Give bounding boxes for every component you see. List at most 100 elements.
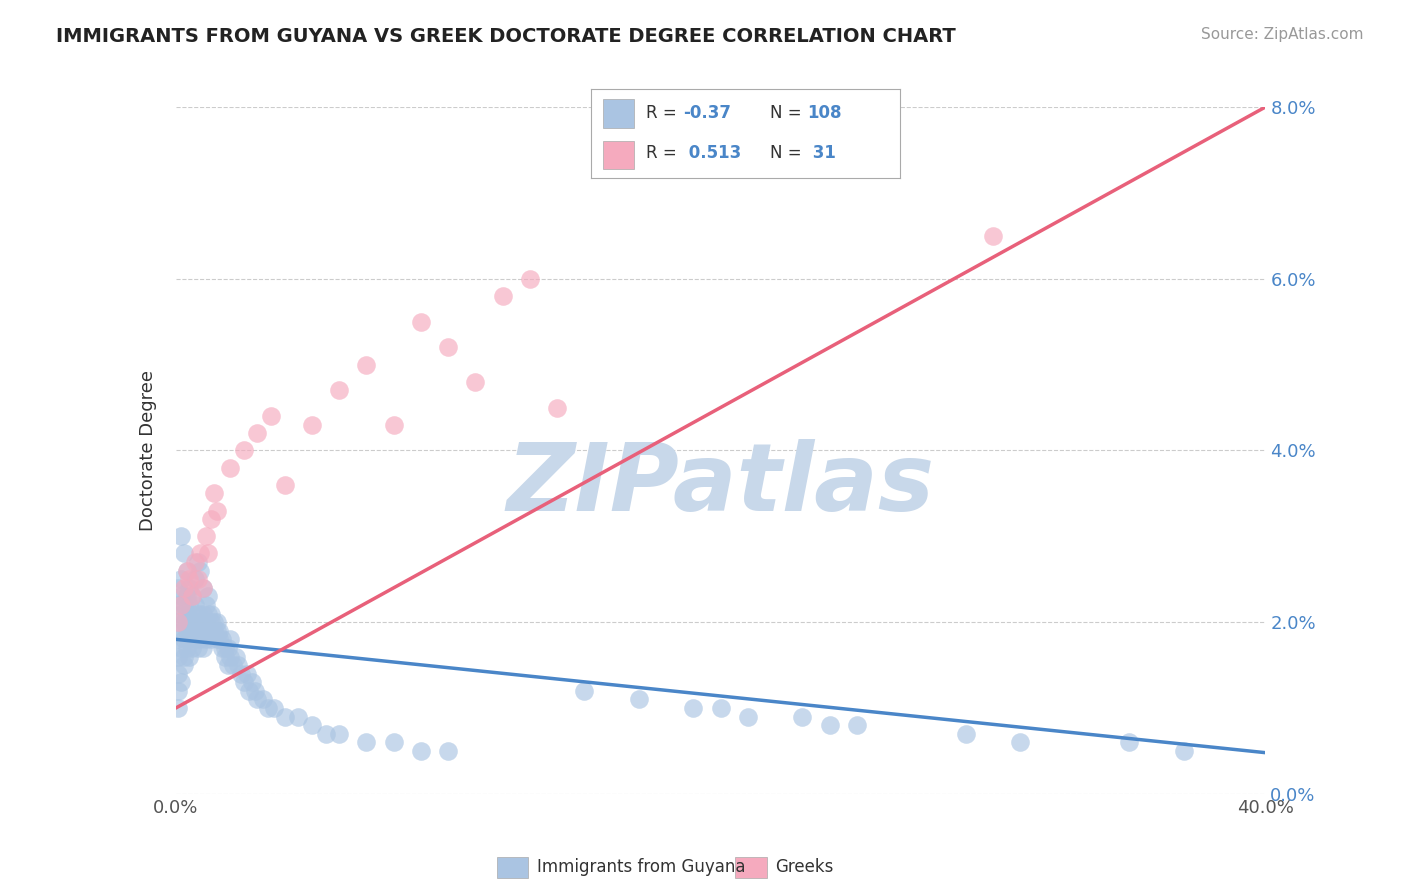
Point xyxy=(188,632,211,647)
Point xyxy=(191,581,214,595)
Point xyxy=(246,692,269,706)
Point xyxy=(167,683,190,698)
Point xyxy=(186,640,209,655)
Point xyxy=(181,624,204,638)
Point xyxy=(315,727,337,741)
Y-axis label: Doctorate Degree: Doctorate Degree xyxy=(139,370,157,531)
Point xyxy=(186,607,209,621)
Point xyxy=(409,744,432,758)
Point xyxy=(219,632,242,647)
Text: N =: N = xyxy=(770,104,807,122)
Point xyxy=(205,632,228,647)
Point xyxy=(200,512,222,526)
Point xyxy=(205,503,228,517)
Point xyxy=(356,735,378,749)
Point xyxy=(627,692,650,706)
Point xyxy=(1010,735,1032,749)
Point xyxy=(188,564,211,578)
Point xyxy=(173,598,195,612)
Point xyxy=(170,675,193,690)
Point xyxy=(356,358,378,372)
Point xyxy=(170,607,193,621)
Point xyxy=(197,607,219,621)
Point xyxy=(176,564,198,578)
Text: 0.513: 0.513 xyxy=(683,145,741,162)
Point xyxy=(1173,744,1195,758)
Point xyxy=(197,624,219,638)
Point xyxy=(176,640,198,655)
Point xyxy=(179,598,201,612)
Point xyxy=(173,658,195,673)
Point xyxy=(181,590,204,604)
Point xyxy=(202,624,225,638)
Point xyxy=(263,701,285,715)
Point xyxy=(205,624,228,638)
Point xyxy=(194,615,217,630)
Point xyxy=(170,598,193,612)
Point xyxy=(257,701,280,715)
Point xyxy=(200,632,222,647)
Text: Source: ZipAtlas.com: Source: ZipAtlas.com xyxy=(1201,27,1364,42)
Point xyxy=(274,709,297,723)
Point xyxy=(167,632,190,647)
Point xyxy=(167,598,190,612)
Point xyxy=(181,607,204,621)
Point xyxy=(176,564,198,578)
Point xyxy=(200,607,222,621)
Point xyxy=(176,607,198,621)
Point xyxy=(179,632,201,647)
Text: N =: N = xyxy=(770,145,807,162)
Point xyxy=(214,640,236,655)
Point xyxy=(219,460,242,475)
Point xyxy=(546,401,568,415)
Point xyxy=(202,486,225,500)
Text: IMMIGRANTS FROM GUYANA VS GREEK DOCTORATE DEGREE CORRELATION CHART: IMMIGRANTS FROM GUYANA VS GREEK DOCTORAT… xyxy=(56,27,956,45)
Point xyxy=(191,640,214,655)
Point xyxy=(222,658,245,673)
Point xyxy=(194,598,217,612)
Point xyxy=(228,658,250,673)
Point xyxy=(225,649,247,664)
Text: Greeks: Greeks xyxy=(776,858,834,877)
Text: ZIPatlas: ZIPatlas xyxy=(506,439,935,531)
Bar xyxy=(603,141,634,169)
Point xyxy=(682,701,704,715)
Point xyxy=(301,417,323,432)
Point xyxy=(710,701,733,715)
Point xyxy=(197,590,219,604)
Point xyxy=(464,375,486,389)
Point xyxy=(167,581,190,595)
Point xyxy=(179,581,201,595)
Bar xyxy=(496,856,529,879)
Point xyxy=(252,692,274,706)
Point xyxy=(173,581,195,595)
Point xyxy=(818,718,841,732)
Point xyxy=(181,640,204,655)
Point xyxy=(238,683,260,698)
Point xyxy=(260,409,283,424)
Point xyxy=(186,572,209,586)
Text: R =: R = xyxy=(647,145,682,162)
Point xyxy=(170,590,193,604)
Point xyxy=(437,744,460,758)
Point xyxy=(211,632,233,647)
Point xyxy=(205,615,228,630)
Point xyxy=(173,632,195,647)
Point xyxy=(519,271,541,285)
Text: 31: 31 xyxy=(807,145,837,162)
Text: -0.37: -0.37 xyxy=(683,104,731,122)
Point xyxy=(737,709,759,723)
Point xyxy=(184,598,207,612)
Point xyxy=(170,572,193,586)
Point xyxy=(219,649,242,664)
Point xyxy=(179,572,201,586)
Point xyxy=(173,546,195,561)
Point xyxy=(176,624,198,638)
Point xyxy=(328,727,350,741)
Point xyxy=(184,632,207,647)
Point xyxy=(202,615,225,630)
Point xyxy=(186,555,209,569)
Point xyxy=(382,417,405,432)
Point xyxy=(246,426,269,441)
Point xyxy=(232,443,254,458)
